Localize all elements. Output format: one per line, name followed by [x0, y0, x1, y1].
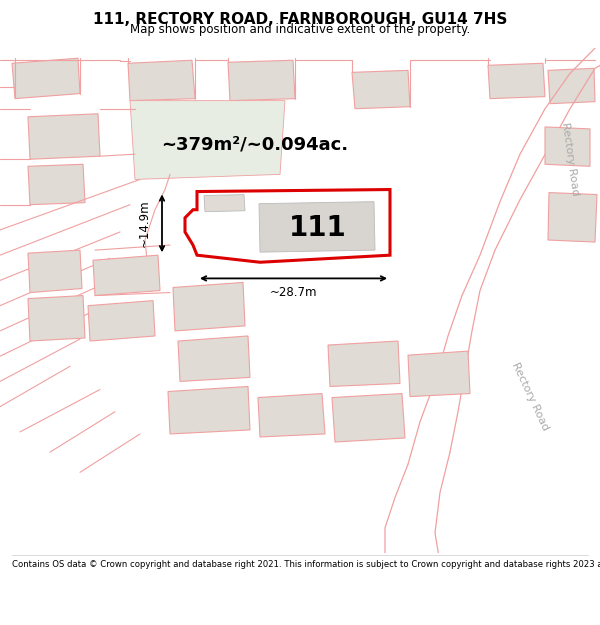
Polygon shape [548, 68, 595, 104]
Polygon shape [408, 351, 470, 397]
Text: Rectory Road: Rectory Road [510, 361, 550, 432]
Polygon shape [93, 255, 160, 296]
Polygon shape [28, 250, 82, 292]
Polygon shape [178, 336, 250, 381]
Polygon shape [130, 101, 285, 179]
Text: Rectory Road: Rectory Road [560, 122, 580, 197]
Polygon shape [332, 394, 405, 442]
Polygon shape [28, 164, 85, 204]
Polygon shape [258, 394, 325, 437]
Polygon shape [328, 341, 400, 386]
Polygon shape [548, 192, 597, 242]
Polygon shape [168, 386, 250, 434]
Polygon shape [488, 63, 545, 99]
Polygon shape [545, 127, 590, 166]
Polygon shape [88, 301, 155, 341]
Polygon shape [128, 60, 195, 101]
Polygon shape [12, 58, 80, 99]
Polygon shape [173, 282, 245, 331]
Polygon shape [259, 202, 375, 252]
Polygon shape [28, 114, 100, 159]
Polygon shape [204, 194, 245, 212]
Text: ~14.9m: ~14.9m [137, 199, 151, 247]
Polygon shape [185, 189, 390, 262]
Text: ~28.7m: ~28.7m [270, 286, 317, 299]
Text: 111: 111 [289, 214, 347, 242]
Text: Contains OS data © Crown copyright and database right 2021. This information is : Contains OS data © Crown copyright and d… [12, 560, 600, 569]
Polygon shape [352, 71, 410, 109]
Text: Map shows position and indicative extent of the property.: Map shows position and indicative extent… [130, 23, 470, 36]
Text: ~379m²/~0.094ac.: ~379m²/~0.094ac. [161, 135, 349, 153]
Text: 111, RECTORY ROAD, FARNBOROUGH, GU14 7HS: 111, RECTORY ROAD, FARNBOROUGH, GU14 7HS [93, 12, 507, 27]
Polygon shape [28, 296, 85, 341]
Polygon shape [228, 60, 295, 101]
